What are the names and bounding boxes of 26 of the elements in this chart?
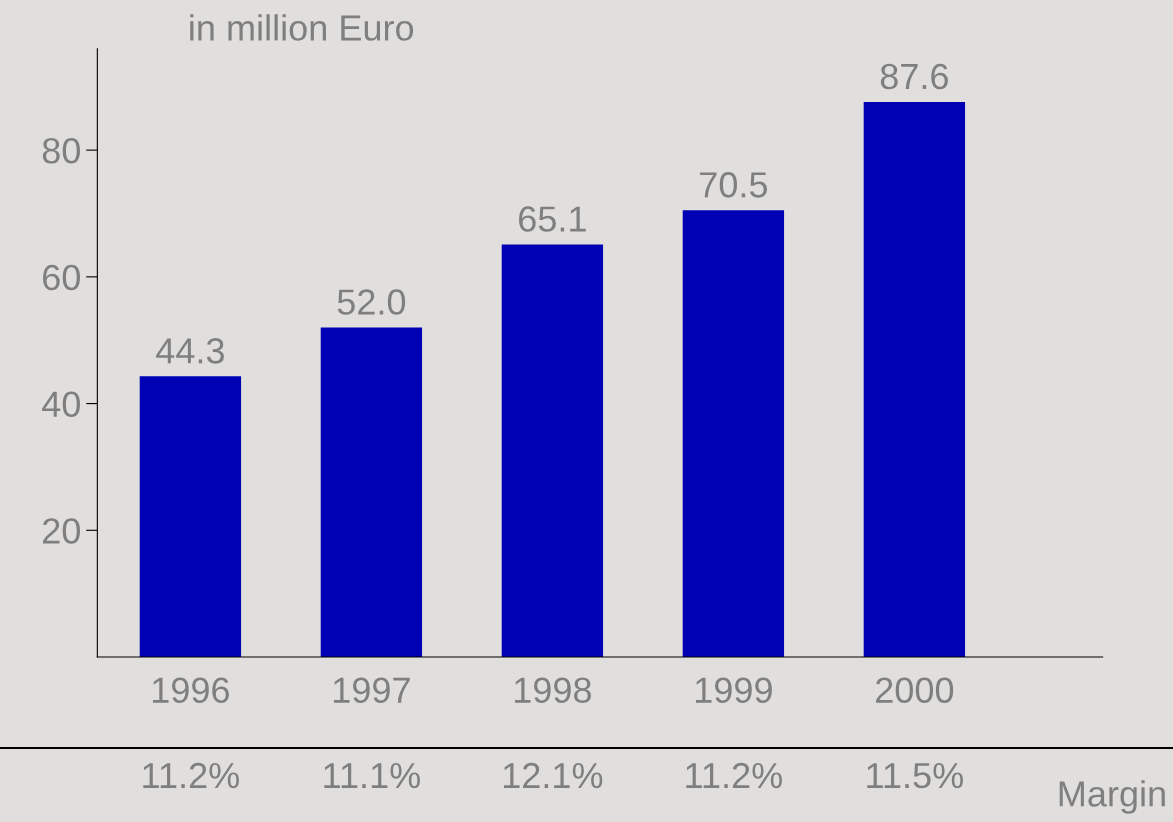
- x-tick-label: 1999: [695, 677, 772, 703]
- bar: [320, 327, 423, 658]
- y-tick-label: 80: [42, 137, 80, 164]
- data-label: 70.5: [700, 172, 768, 198]
- bar: [863, 101, 966, 658]
- x-tick-label: 1996: [152, 677, 229, 703]
- x-tick-label: 1997: [333, 677, 410, 703]
- data-label: 52.0: [337, 289, 406, 315]
- text: 11.2%: [686, 762, 782, 789]
- y-tick-label: 60: [43, 264, 80, 291]
- x-tick-label: 1998: [514, 677, 591, 703]
- bar: [682, 210, 785, 658]
- data-label: 65.1: [519, 206, 586, 232]
- x-tick-label: 2000: [876, 677, 954, 703]
- y-tick-label: 40: [42, 391, 80, 418]
- data-label: 87.6: [880, 63, 948, 90]
- bar: [139, 376, 242, 658]
- text: 11.1%: [324, 762, 420, 789]
- bar: [501, 244, 604, 658]
- text: 11.5%: [867, 762, 963, 789]
- chart-title: in million Euro: [190, 14, 414, 41]
- text: 11.2%: [143, 762, 239, 789]
- text: 12.1%: [503, 762, 603, 789]
- y-tick-label: 20: [43, 518, 80, 544]
- text: Margin: [1059, 780, 1165, 814]
- data-label: 44.3: [156, 338, 224, 364]
